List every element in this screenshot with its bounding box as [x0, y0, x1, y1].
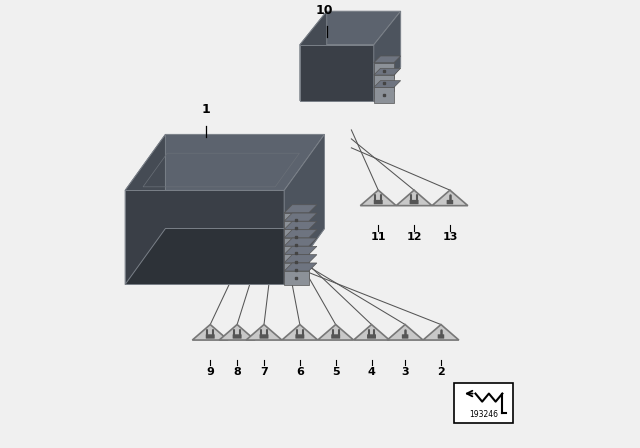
- Polygon shape: [300, 11, 401, 45]
- FancyBboxPatch shape: [367, 334, 376, 339]
- Polygon shape: [353, 324, 389, 340]
- Polygon shape: [125, 228, 324, 284]
- Polygon shape: [284, 205, 317, 213]
- Text: 6: 6: [296, 367, 304, 377]
- Polygon shape: [284, 230, 317, 238]
- FancyBboxPatch shape: [206, 334, 215, 339]
- Polygon shape: [318, 324, 354, 340]
- FancyBboxPatch shape: [374, 200, 383, 204]
- Text: 8: 8: [233, 367, 241, 377]
- Polygon shape: [374, 63, 394, 78]
- Text: 5: 5: [332, 367, 339, 377]
- FancyBboxPatch shape: [438, 334, 444, 339]
- Text: 193246: 193246: [469, 410, 498, 419]
- Polygon shape: [374, 11, 401, 101]
- Polygon shape: [220, 324, 255, 340]
- Polygon shape: [192, 324, 228, 340]
- Polygon shape: [432, 190, 468, 206]
- Polygon shape: [284, 254, 309, 269]
- Polygon shape: [284, 246, 309, 260]
- FancyBboxPatch shape: [454, 383, 513, 423]
- FancyBboxPatch shape: [233, 334, 242, 339]
- Polygon shape: [300, 45, 374, 101]
- Polygon shape: [284, 221, 317, 229]
- Polygon shape: [284, 263, 309, 277]
- Text: 9: 9: [206, 367, 214, 377]
- Polygon shape: [125, 134, 165, 284]
- Polygon shape: [300, 11, 327, 101]
- Polygon shape: [284, 254, 317, 263]
- FancyBboxPatch shape: [332, 334, 340, 339]
- FancyBboxPatch shape: [410, 200, 419, 204]
- Polygon shape: [387, 324, 423, 340]
- Text: 3: 3: [401, 367, 409, 377]
- Polygon shape: [374, 81, 401, 87]
- Polygon shape: [374, 87, 394, 103]
- Text: 2: 2: [437, 367, 445, 377]
- Polygon shape: [284, 238, 309, 252]
- Polygon shape: [374, 69, 401, 75]
- Polygon shape: [284, 213, 317, 221]
- Text: 11: 11: [371, 233, 386, 242]
- Polygon shape: [284, 213, 309, 227]
- Polygon shape: [284, 221, 309, 236]
- FancyBboxPatch shape: [402, 334, 408, 339]
- FancyBboxPatch shape: [260, 334, 269, 339]
- Polygon shape: [284, 246, 317, 254]
- Text: 10: 10: [316, 4, 333, 17]
- Polygon shape: [125, 190, 284, 284]
- Polygon shape: [396, 190, 432, 206]
- Polygon shape: [423, 324, 459, 340]
- Polygon shape: [284, 229, 309, 244]
- Polygon shape: [374, 56, 401, 63]
- Polygon shape: [284, 238, 317, 246]
- Polygon shape: [374, 75, 394, 91]
- FancyBboxPatch shape: [447, 200, 453, 204]
- Polygon shape: [284, 134, 324, 284]
- Polygon shape: [125, 134, 324, 190]
- Text: 12: 12: [406, 233, 422, 242]
- Text: 1: 1: [202, 103, 210, 116]
- Text: 7: 7: [260, 367, 268, 377]
- Polygon shape: [246, 324, 282, 340]
- Polygon shape: [282, 324, 317, 340]
- Polygon shape: [360, 190, 396, 206]
- Polygon shape: [284, 263, 317, 271]
- FancyBboxPatch shape: [296, 334, 305, 339]
- Polygon shape: [284, 271, 309, 285]
- Text: 4: 4: [367, 367, 376, 377]
- Text: 13: 13: [442, 233, 458, 242]
